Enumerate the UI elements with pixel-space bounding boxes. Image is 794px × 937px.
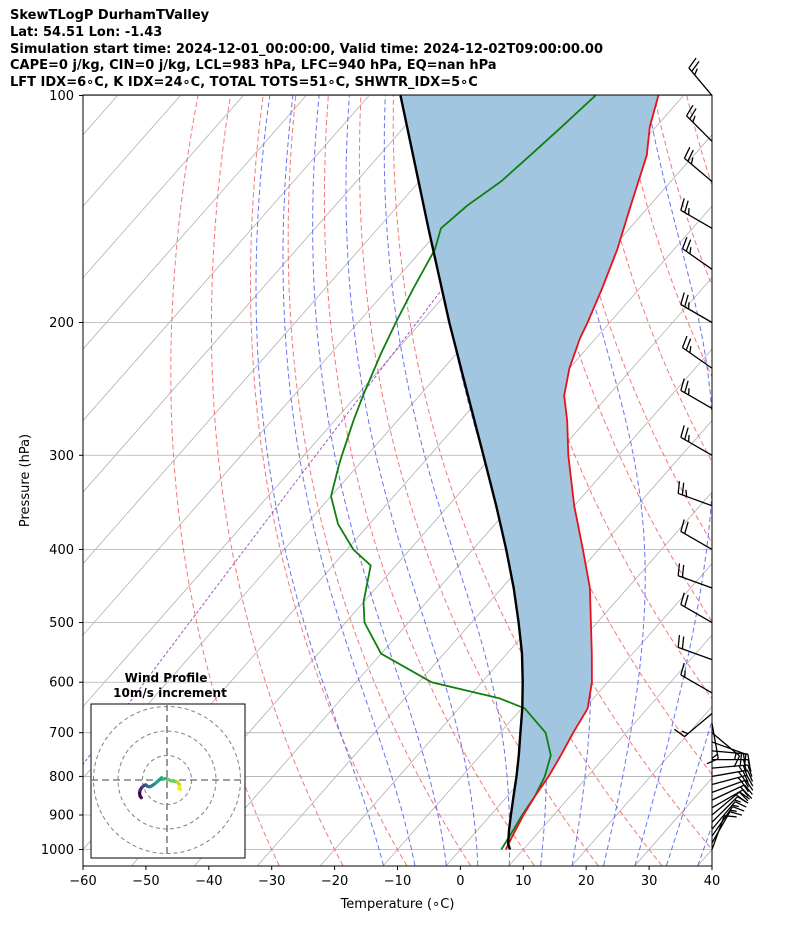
y-tick-label: 300 <box>49 449 74 464</box>
moist-adiabat <box>255 95 384 866</box>
isotherm-line <box>83 95 496 565</box>
wind-barb <box>688 57 713 96</box>
wind-barb <box>683 146 713 182</box>
y-tick-label: 400 <box>49 543 74 558</box>
wind-barb <box>680 662 713 694</box>
wind-barb <box>681 236 713 270</box>
wind-barbs <box>674 57 754 850</box>
isotherm-line <box>508 634 712 866</box>
isotherm-line <box>383 491 712 866</box>
time-line: Simulation start time: 2024-12-01_00:00:… <box>10 41 603 57</box>
isotherm-line <box>83 95 244 279</box>
x-tick-label: −20 <box>321 874 348 889</box>
hodograph-title: Wind Profile <box>125 671 208 685</box>
wind-barb <box>711 784 753 801</box>
wind-barb <box>711 774 754 788</box>
moist-adiabat <box>312 95 447 866</box>
y-tick-label: 1000 <box>41 843 74 858</box>
y-tick-label: 900 <box>49 809 74 824</box>
isotherm-line <box>83 95 433 493</box>
x-tick-label: 30 <box>641 874 658 889</box>
x-tick-label: −50 <box>132 874 159 889</box>
isotherm-line <box>571 705 712 866</box>
cin-shaded-area <box>400 95 659 850</box>
wind-barb <box>711 741 747 767</box>
wind-barb <box>674 712 713 738</box>
y-tick-label: 200 <box>49 316 74 331</box>
y-tick-label: 800 <box>49 770 74 785</box>
hodograph-subtitle: 10m/s increment <box>113 686 227 700</box>
wind-barb <box>680 198 713 229</box>
hodograph-segment <box>177 786 183 792</box>
wind-barb <box>677 634 713 661</box>
y-tick-label: 600 <box>49 676 74 691</box>
y-tick-label: 500 <box>49 616 74 631</box>
x-tick-label: −40 <box>195 874 222 889</box>
isotherm-line <box>83 95 307 350</box>
wind-barb <box>685 104 713 142</box>
isotherm-line <box>83 95 370 422</box>
moist-adiabat <box>666 719 712 866</box>
wind-barb <box>680 292 713 324</box>
wind-barb <box>680 519 713 551</box>
dry-adiabat <box>170 95 280 866</box>
dry-adiabat <box>523 95 712 623</box>
x-tick-label: 20 <box>578 874 595 889</box>
location-line: Lat: 54.51 Lon: -1.43 <box>10 24 163 40</box>
x-tick-label: −30 <box>258 874 285 889</box>
chart-title: SkewTLogP DurhamTValley <box>10 8 210 23</box>
x-tick-label: 10 <box>515 874 532 889</box>
dry-adiabat <box>358 95 599 866</box>
wind-barb <box>711 779 754 794</box>
moist-adiabat <box>282 95 416 866</box>
mixing-ratio-line <box>83 95 591 766</box>
wind-barb <box>711 764 753 778</box>
dry-adiabat <box>323 95 535 866</box>
parcel-profile <box>399 95 524 850</box>
wind-barb <box>711 801 747 830</box>
dry-adiabat <box>249 95 408 866</box>
cape-cin-shading <box>400 95 659 850</box>
x-tick-label: 40 <box>704 874 721 889</box>
y-axis-label: Pressure (hPa) <box>18 434 33 527</box>
moist-adiabat <box>345 95 479 866</box>
x-tick-label: −10 <box>384 874 411 889</box>
y-tick-label: 700 <box>49 726 74 741</box>
isotherm-line <box>257 348 712 866</box>
dry-adiabat <box>392 95 663 866</box>
dewpoint-profile <box>330 95 597 850</box>
wind-barb <box>711 806 745 837</box>
dry-adiabat <box>210 95 344 866</box>
wind-barb <box>677 563 713 589</box>
wind-barb <box>706 723 719 765</box>
moist-adiabat <box>634 95 712 866</box>
dry-adiabat <box>588 95 712 463</box>
dry-adiabat <box>719 96 794 866</box>
moist-adiabat <box>553 95 646 866</box>
wind-barb <box>677 481 713 507</box>
wind-barb <box>711 732 741 768</box>
params-line: CAPE=0 j/kg, CIN=0 j/kg, LCL=983 hPa, LF… <box>10 58 497 74</box>
y-tick-label: 100 <box>49 89 74 104</box>
x-axis-label: Temperature (∘C) <box>340 897 455 912</box>
isotherm-line <box>320 420 712 866</box>
axes: −60 −50 −40 −30 −20 −10 0 10 20 30 40 1000 900 800 700… <box>18 89 720 912</box>
indices-line: LFT IDX=6∘C, K IDX=24∘C, TOTAL TOTS=51∘C… <box>10 75 478 91</box>
temperature-profile <box>504 95 660 850</box>
x-tick-label: 0 <box>456 874 464 889</box>
profile-lines <box>330 95 660 850</box>
wind-barb <box>711 811 743 844</box>
wind-barb <box>680 592 713 624</box>
dry-adiabat <box>752 96 794 866</box>
wind-barb <box>681 335 713 369</box>
x-tick-label: −60 <box>69 874 96 889</box>
wind-barb <box>680 378 713 409</box>
chart-title-block: SkewTLogP DurhamTValley Lat: 54.51 Lon: … <box>10 8 603 92</box>
wind-barb <box>680 425 713 456</box>
